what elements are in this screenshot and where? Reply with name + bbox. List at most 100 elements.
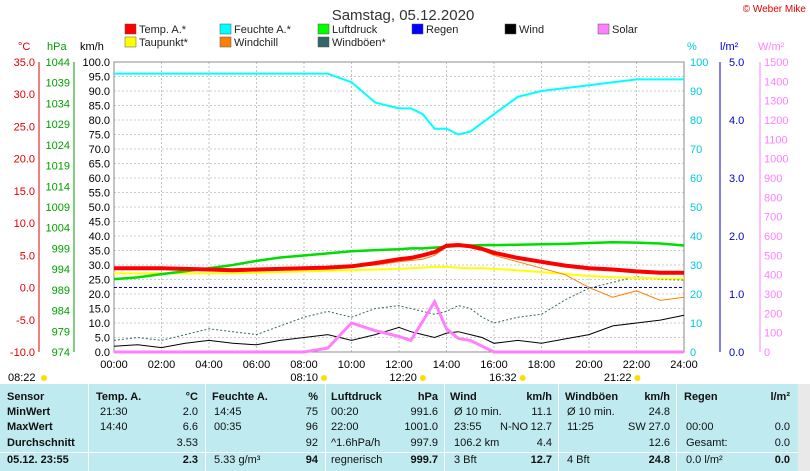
hum-value: 94 [305, 454, 318, 466]
pct-axis-unit: % [687, 41, 697, 53]
hpa-tick-label: 999 [52, 243, 70, 255]
hpa-tick-label: 984 [52, 306, 70, 318]
gust-unit-header: km/h [644, 391, 670, 403]
rain-axis-unit: l/m² [720, 41, 739, 53]
press-header: Luftdruck [331, 391, 382, 403]
pct-tick-label: 20 [690, 289, 702, 301]
gust-value: 24.8 [648, 406, 670, 418]
kmh-tick-label: 5.0 [95, 333, 110, 345]
noon-time: 12:20 [389, 372, 417, 384]
table-divider [205, 384, 206, 471]
hpa-tick-label: 974 [52, 347, 70, 359]
kmh-tick-label: 35.0 [89, 246, 110, 258]
hpa-tick-label: 1039 [46, 78, 70, 90]
row-label: 05.12. 23:55 [7, 454, 69, 466]
legend-swatch [219, 36, 232, 48]
noon-icon [419, 375, 426, 381]
moonrise-icon [634, 375, 641, 381]
kmh-tick-label: 20.0 [89, 289, 110, 301]
chart-title: Samstag, 05.12.2020 [332, 7, 475, 24]
temp-tick-label: 15.0 [14, 186, 35, 198]
temp-tick-label: 20.0 [14, 154, 35, 166]
hum-header: Feuchte A. [212, 391, 268, 403]
chart-legend: Temp. A.* Feuchte A.* Luftdruck Regen Wind So… [124, 23, 638, 49]
solar-tick-label: 500 [764, 250, 782, 262]
temp-value: 2.0 [182, 406, 198, 418]
solar-tick-label: 600 [764, 231, 782, 243]
press-value: 997.9 [410, 437, 438, 449]
rain-tick-label: 3.0 [729, 173, 744, 185]
wind-value: 12.7 [530, 454, 552, 466]
x-tick-label: 16:00 [480, 359, 508, 371]
solar-tick-label: 200 [764, 308, 782, 320]
gust-value: 27.0 [648, 421, 670, 433]
legend-label: Windchill [234, 37, 278, 49]
hum-unit-header: % [308, 391, 318, 403]
wind-header: Wind [450, 391, 477, 403]
moonset-icon [41, 375, 47, 381]
rain-value: 0.0 [774, 421, 790, 433]
solar-tick-label: 800 [764, 192, 782, 204]
table-divider [0, 452, 798, 453]
legend-swatch [317, 36, 330, 48]
legend-swatch [124, 23, 137, 35]
kmh-tick-label: 25.0 [89, 275, 110, 287]
kmh-tick-label: 90.0 [89, 86, 110, 98]
pct-tick-label: 70 [690, 144, 702, 156]
row-label: Durchschnitt [7, 437, 75, 449]
chart-grid [113, 61, 685, 353]
rain-tick-label: 5.0 [729, 57, 744, 69]
press-value: 999.7 [410, 454, 438, 466]
table-divider [676, 384, 677, 471]
scrollbar[interactable] [798, 384, 810, 471]
hum-time: 14:45 [214, 406, 242, 418]
table-divider [444, 384, 445, 471]
rain-header: Regen [684, 391, 718, 403]
kmh-tick-label: 75.0 [89, 130, 110, 142]
kmh-tick-label: 100.0 [82, 57, 110, 69]
hpa-tick-label: 1034 [46, 98, 70, 110]
gust-label: 11:25 [567, 421, 594, 433]
rain-tick-label: 2.0 [729, 231, 744, 243]
temp-tick-label: 0.0 [20, 283, 35, 295]
solar-tick-label: 400 [764, 270, 782, 282]
series-line [114, 72, 684, 136]
pct-tick-label: 30 [690, 260, 702, 272]
temp-value: 2.3 [182, 454, 198, 466]
row-label: MinWert [7, 406, 51, 418]
legend-label: Solar [612, 24, 638, 36]
gust-label: Ø 10 min. [567, 406, 615, 418]
rain-tick-label: 1.0 [729, 289, 744, 301]
x-tick-label: 24:00 [670, 359, 698, 371]
temp-tick-label: 5.0 [20, 250, 35, 262]
series-line [114, 242, 684, 275]
kmh-tick-label: 70.0 [89, 144, 110, 156]
solar-tick-label: 1000 [764, 154, 788, 166]
x-tick-label: 20:00 [575, 359, 603, 371]
x-tick-label: 02:00 [148, 359, 176, 371]
copyright-label: © Weber Mike [743, 4, 807, 15]
solar-tick-label: 900 [764, 173, 782, 185]
table-divider [558, 384, 559, 471]
rain-unit-header: l/m² [770, 391, 790, 403]
sunrise-time: 08:10 [290, 372, 318, 384]
sensor-header: Sensor [7, 391, 45, 403]
legend-label: Temp. A.* [139, 24, 187, 36]
temp-time: 14:40 [100, 421, 128, 433]
press-time: regnerisch [331, 454, 383, 466]
press-value: 991.6 [410, 406, 438, 418]
legend-swatch [124, 36, 137, 48]
temp-header: Temp. A. [96, 391, 142, 403]
kmh-tick-label: 60.0 [89, 173, 110, 185]
wind-label: 23:55 [454, 421, 482, 433]
series-line [113, 314, 685, 349]
legend-swatch [411, 23, 424, 35]
solar-tick-label: 1100 [764, 134, 788, 146]
sunset-icon [519, 375, 526, 381]
kmh-tick-label: 15.0 [89, 304, 110, 316]
temp-unit-header: °C [185, 391, 198, 403]
table-divider [325, 384, 326, 471]
hpa-tick-label: 1009 [46, 202, 70, 214]
table-divider [88, 384, 89, 471]
pct-tick-label: 50 [690, 202, 702, 214]
